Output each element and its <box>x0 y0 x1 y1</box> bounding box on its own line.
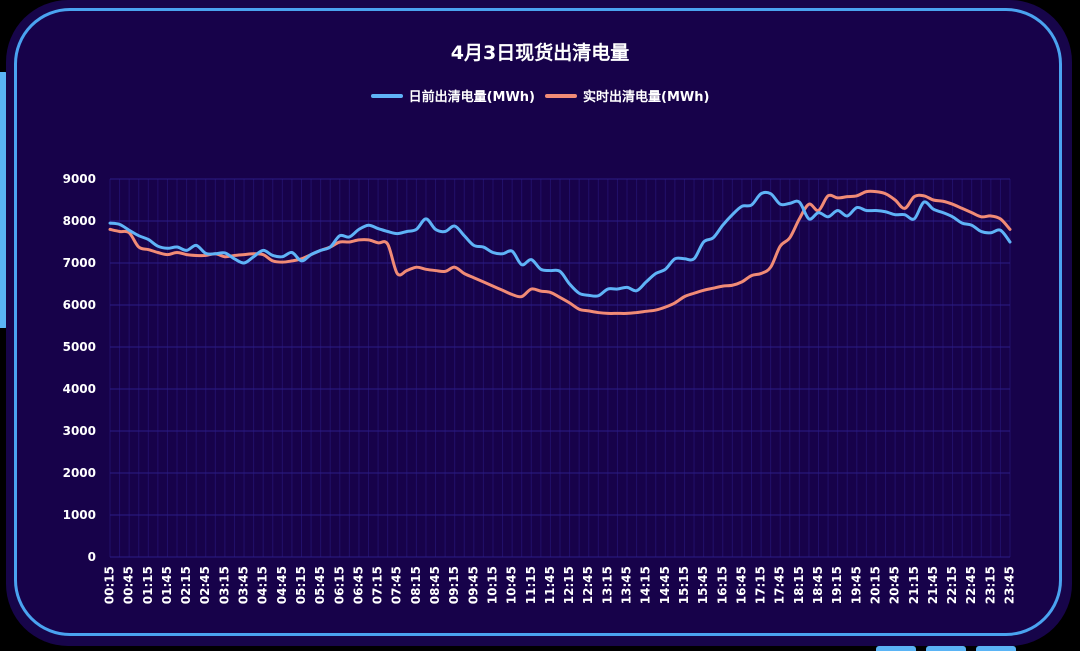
x-tick-label: 23:45 <box>1003 566 1017 604</box>
x-tick-label: 00:15 <box>103 566 117 604</box>
legend-item-real-time[interactable]: 实时出清电量(MWh) <box>545 86 709 105</box>
x-tick-label: 11:45 <box>543 566 557 604</box>
y-tick-label: 3000 <box>63 424 96 438</box>
y-tick-label: 5000 <box>63 340 96 354</box>
bottom-tab-decoration <box>876 646 916 651</box>
y-tick-label: 7000 <box>63 256 96 270</box>
x-tick-label: 10:45 <box>505 566 519 604</box>
x-tick-label: 09:45 <box>466 566 480 604</box>
y-tick-label: 9000 <box>63 172 96 186</box>
x-tick-label: 09:15 <box>447 566 461 604</box>
x-tick-label: 00:45 <box>122 566 136 604</box>
x-tick-label: 07:45 <box>390 566 404 604</box>
x-tick-label: 08:45 <box>428 566 442 604</box>
x-tick-label: 01:15 <box>141 566 155 604</box>
legend-item-day-ahead[interactable]: 日前出清电量(MWh) <box>370 86 535 105</box>
x-tick-label: 03:45 <box>237 566 251 604</box>
x-tick-label: 01:45 <box>160 566 174 604</box>
x-tick-label: 17:15 <box>754 566 768 604</box>
chart-legend: 日前出清电量(MWh) 实时出清电量(MWh) <box>0 86 1080 105</box>
x-tick-label: 04:15 <box>256 566 270 604</box>
x-tick-label: 05:15 <box>294 566 308 604</box>
chart-grid <box>109 178 1011 558</box>
x-tick-label: 22:15 <box>945 566 959 604</box>
bottom-tab-decoration <box>926 646 966 651</box>
x-tick-label: 10:15 <box>485 566 499 604</box>
x-tick-label: 13:15 <box>600 566 614 604</box>
x-tick-label: 16:45 <box>734 566 748 604</box>
x-tick-label: 19:15 <box>830 566 844 604</box>
x-tick-label: 11:15 <box>524 566 538 604</box>
chart-panel <box>14 8 1062 636</box>
x-tick-label: 18:45 <box>811 566 825 604</box>
x-tick-label: 21:45 <box>926 566 940 604</box>
x-tick-label: 19:45 <box>849 566 863 604</box>
y-tick-label: 6000 <box>63 298 96 312</box>
x-tick-label: 18:15 <box>792 566 806 604</box>
x-tick-label: 16:15 <box>715 566 729 604</box>
x-tick-label: 02:45 <box>198 566 212 604</box>
series-lines <box>108 189 1012 315</box>
legend-label: 实时出清电量(MWh) <box>583 90 710 105</box>
x-tick-label: 12:45 <box>581 566 595 604</box>
x-tick-label: 22:45 <box>964 566 978 604</box>
x-tick-label: 14:15 <box>639 566 653 604</box>
x-tick-label: 15:45 <box>696 566 710 604</box>
y-tick-label: 0 <box>88 550 96 564</box>
x-axis: 00:15 00:45 01:15 01:45 02:15 02:45 03:15 03:45… <box>103 566 1017 604</box>
x-tick-label: 08:15 <box>409 566 423 604</box>
x-tick-label: 23:15 <box>983 566 997 604</box>
x-tick-label: 05:45 <box>313 566 327 604</box>
side-tab-decoration <box>0 72 7 328</box>
x-tick-label: 07:15 <box>371 566 385 604</box>
x-tick-label: 02:15 <box>179 566 193 604</box>
y-tick-label: 1000 <box>63 508 96 522</box>
x-tick-label: 06:45 <box>351 566 365 604</box>
x-tick-label: 20:15 <box>868 566 882 604</box>
day-ahead-series-line[interactable] <box>108 190 1012 298</box>
x-tick-label: 14:45 <box>658 566 672 604</box>
chart-title: 4月3日现货出清电量 <box>450 42 630 64</box>
y-tick-label: 2000 <box>63 466 96 480</box>
y-axis: 0 1000 2000 3000 4000 5000 6000 7000 8000 9000 <box>63 172 96 564</box>
x-tick-label: 17:45 <box>773 566 787 604</box>
bottom-tab-decoration <box>976 646 1016 651</box>
legend-line-icon <box>545 93 577 98</box>
x-tick-label: 12:15 <box>562 566 576 604</box>
x-tick-label: 15:15 <box>677 566 691 604</box>
legend-label: 日前出清电量(MWh) <box>408 90 535 105</box>
x-tick-label: 13:45 <box>620 566 634 604</box>
x-tick-label: 04:45 <box>275 566 289 604</box>
real-time-series-line[interactable] <box>108 189 1012 315</box>
x-tick-label: 03:15 <box>217 566 231 604</box>
x-tick-label: 06:15 <box>332 566 346 604</box>
y-tick-label: 4000 <box>63 382 96 396</box>
legend-line-icon <box>370 93 403 98</box>
x-tick-label: 21:15 <box>907 566 921 604</box>
y-tick-label: 8000 <box>63 214 96 228</box>
x-tick-label: 20:45 <box>888 566 902 604</box>
